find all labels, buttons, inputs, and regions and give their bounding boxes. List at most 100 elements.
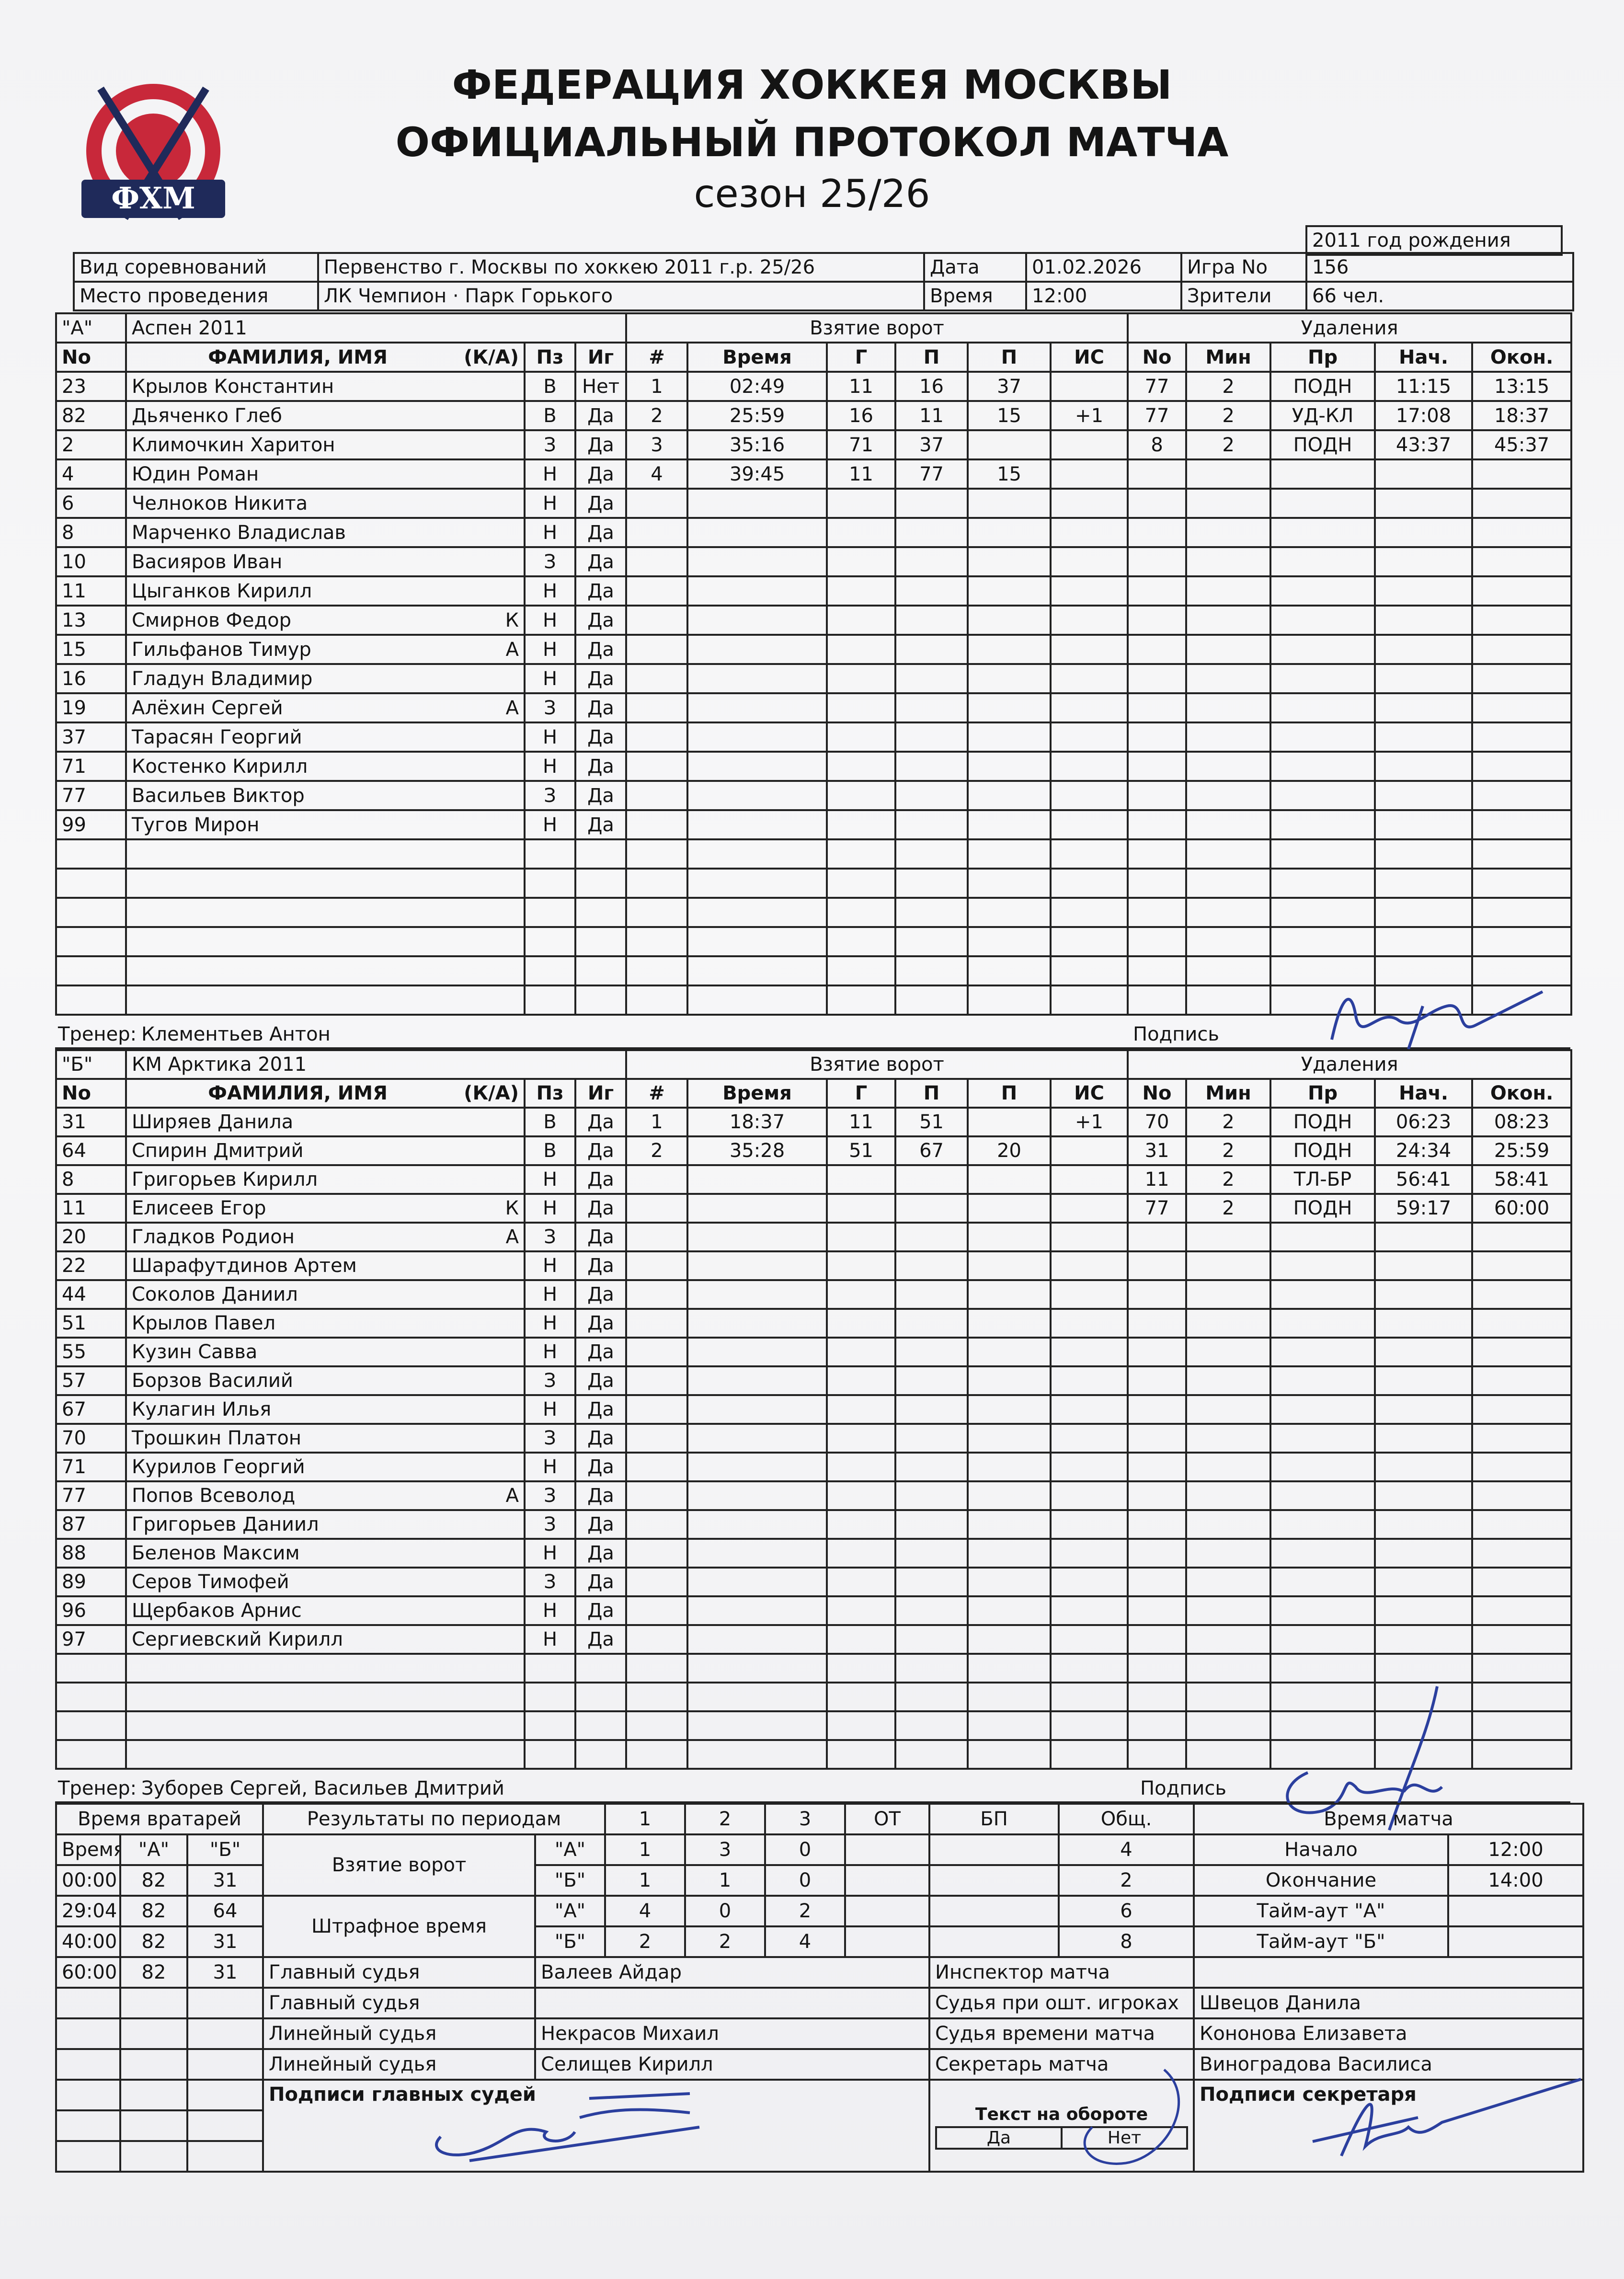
player-plays: Да [574, 1365, 628, 1396]
player-plays: Да [574, 663, 628, 694]
penalty-minutes: 2 [1185, 400, 1272, 431]
player-row: 97 Сергиевский Кирилл Н Да [55, 1624, 1573, 1655]
penalty-player [1127, 985, 1188, 1016]
player-number: 11 [55, 1193, 127, 1224]
penalty-reason [1269, 1365, 1376, 1396]
goal-time [686, 1653, 828, 1683]
player-plays [574, 1710, 628, 1741]
penalty-end [1471, 838, 1573, 870]
penalty-end [1471, 1337, 1573, 1367]
player-plays: Да [574, 692, 628, 723]
goal-scorer [826, 1222, 897, 1252]
goal-assist2 [967, 1452, 1052, 1482]
goal-number [625, 751, 689, 782]
penalty-start [1374, 809, 1474, 840]
penalty-minutes [1185, 1653, 1272, 1683]
goals-a-p1: 1 [604, 1833, 686, 1866]
goal-time [686, 488, 828, 519]
player-position: Н [524, 634, 576, 665]
penalty-end [1471, 1452, 1573, 1482]
penalty-player [1127, 1595, 1188, 1626]
player-plays [574, 838, 628, 870]
inspector-label: Инспектор матча [928, 1956, 1195, 1989]
goal-number [625, 1365, 689, 1396]
penalty-end [1471, 897, 1573, 928]
goal-assist2 [967, 1595, 1052, 1626]
player-row: 88 Беленов Максим Н Да [55, 1538, 1573, 1569]
goal-time [686, 1509, 828, 1540]
player-plays [574, 985, 628, 1016]
timekeeper-label: Судья времени матча [928, 2017, 1195, 2050]
goal-scorer [826, 692, 897, 723]
spectators-value: 66 чел. [1305, 281, 1574, 311]
goal-time [686, 1480, 828, 1511]
goal-assist1 [894, 868, 969, 899]
goal-time [686, 663, 828, 694]
penalty-end [1471, 868, 1573, 899]
player-name: Борзов Василий [132, 1370, 293, 1392]
player-plays [574, 1653, 628, 1683]
penalty-start [1374, 1365, 1474, 1396]
goal-strength [1050, 721, 1129, 753]
col-plays: Иг [574, 1078, 628, 1109]
goal-time [686, 1394, 828, 1425]
penalty-minutes [1185, 838, 1272, 870]
penalty-minutes [1185, 634, 1272, 665]
penalty-minutes [1185, 1480, 1272, 1511]
col-a1: П [894, 342, 969, 373]
player-plays: Да [574, 1279, 628, 1310]
penalties-section-title: Удаления [1127, 312, 1573, 344]
player-role: К [505, 609, 519, 631]
player-name: Юдин Роман [132, 463, 259, 485]
col-is: ИС [1050, 1078, 1129, 1109]
penalty-minutes [1185, 955, 1272, 986]
goal-strength [1050, 1624, 1129, 1655]
penalty-player [1127, 1480, 1188, 1511]
penalty-reason [1269, 780, 1376, 811]
goal-assist1 [894, 692, 969, 723]
penalty-minutes [1185, 1423, 1272, 1454]
end-value: 14:00 [1447, 1864, 1585, 1897]
player-position: Н [524, 1624, 576, 1655]
col-pen_no: No [1127, 1078, 1188, 1109]
player-position: Н [524, 1308, 576, 1339]
reverse-yes-option[interactable]: Да [937, 2128, 1063, 2148]
player-position [524, 926, 576, 957]
penalty-end [1471, 692, 1573, 723]
pim-b-p1: 2 [604, 1925, 686, 1958]
goal-assist1 [894, 1337, 969, 1367]
timeout-a-label: Тайм-аут "А" [1193, 1895, 1450, 1927]
player-row: 11 Цыганков Кирилл Н Да [55, 575, 1573, 607]
player-name-cell: А Алёхин Сергей [125, 692, 526, 723]
penalty-end: 18:37 [1471, 400, 1573, 431]
goal-number [625, 692, 689, 723]
col-reason: Пр [1269, 342, 1376, 373]
goalie-a: 82 [119, 1895, 188, 1927]
reverse-no-option[interactable]: Нет [1107, 2128, 1142, 2148]
goal-scorer [826, 1337, 897, 1367]
penalty-minutes [1185, 488, 1272, 519]
penalty-reason [1269, 1538, 1376, 1569]
goals-b-tag: "Б" [534, 1864, 606, 1897]
linesman2-value: Селищев Кирилл [534, 2048, 931, 2081]
player-row [55, 1653, 1573, 1683]
goal-time [686, 575, 828, 607]
player-plays: Да [574, 1135, 628, 1166]
goal-scorer [826, 926, 897, 957]
goal-number [625, 1710, 689, 1741]
goal-strength [1050, 1135, 1129, 1166]
player-row: 15 А Гильфанов Тимур Н Да [55, 634, 1573, 665]
player-name-cell: Ширяев Данила [125, 1107, 526, 1137]
goal-assist1 [894, 1250, 969, 1281]
player-name-cell: А Попов Всеволод [125, 1480, 526, 1511]
venue-label: Место проведения [73, 281, 319, 311]
penalty-minutes [1185, 663, 1272, 694]
penalty-start [1374, 1567, 1474, 1597]
player-name: Григорьев Кирилл [132, 1168, 318, 1191]
secretary-signature [1312, 2078, 1581, 2157]
goal-assist1 [894, 897, 969, 928]
team-b-coach-row: Тренер: Зуборев Сергей, Васильев Дмитрий… [55, 1773, 1570, 1803]
goal-strength [1050, 605, 1129, 636]
goal-strength [1050, 458, 1129, 490]
player-number: 77 [55, 1480, 127, 1511]
